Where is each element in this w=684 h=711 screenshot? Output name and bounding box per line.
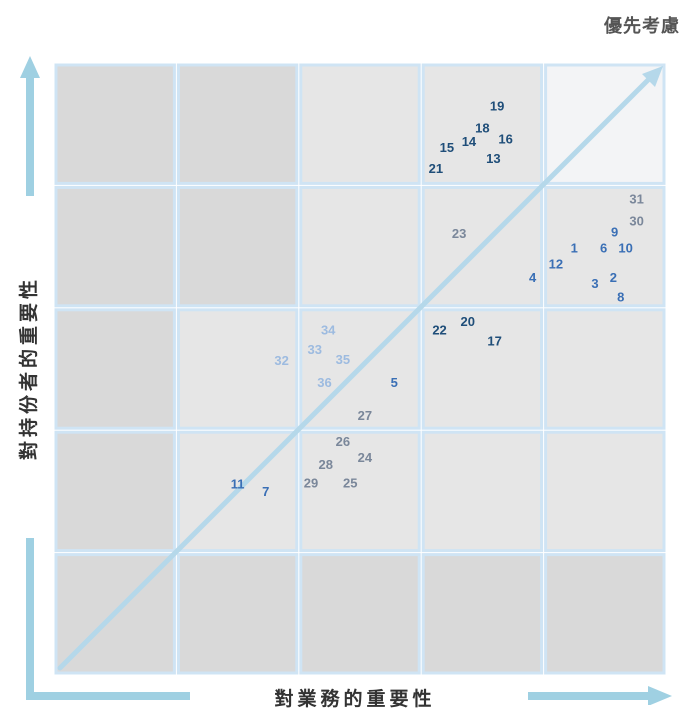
diagonal-arrowhead [642, 66, 663, 87]
topic-point: 19 [490, 99, 504, 114]
topic-point: 28 [318, 457, 332, 472]
topic-point: 6 [600, 240, 607, 255]
grid-cell [54, 185, 176, 308]
grid-cell [421, 430, 544, 553]
topic-point: 24 [358, 450, 373, 465]
x-axis-arrow-shaft [528, 692, 650, 700]
topic-point: 36 [317, 375, 331, 390]
y-axis-lower-segment [26, 538, 34, 698]
topic-point: 7 [262, 484, 269, 499]
topic-point: 20 [460, 314, 474, 329]
topic-point: 31 [629, 192, 643, 207]
topic-point: 22 [432, 322, 446, 337]
grid-cell [54, 308, 176, 430]
topic-point: 23 [452, 226, 466, 241]
grid-cell [299, 63, 421, 185]
x-axis-arrowhead [648, 686, 672, 705]
topic-point: 30 [629, 214, 643, 229]
grid-cell [421, 553, 544, 675]
topic-point: 10 [618, 240, 632, 255]
topic-point: 29 [304, 475, 318, 490]
topic-point: 26 [336, 434, 350, 449]
grid-cell [176, 553, 299, 675]
topic-point: 21 [429, 161, 443, 176]
grid-cell [176, 63, 299, 185]
topic-point: 34 [321, 322, 336, 337]
axis-arrows [20, 56, 672, 705]
grid-cell [299, 553, 421, 675]
topic-point: 33 [307, 342, 321, 357]
grid-cell [421, 308, 544, 430]
topic-point: 12 [549, 256, 563, 271]
topic-point: 9 [611, 225, 618, 240]
topic-point: 14 [462, 134, 477, 149]
topic-point: 1 [571, 240, 578, 255]
topic-point: 4 [529, 270, 537, 285]
topic-point: 18 [475, 121, 489, 136]
grid-cell [176, 308, 299, 430]
priority-diagonal [57, 66, 663, 671]
grid-cell [421, 63, 544, 185]
topic-point: 2 [610, 270, 617, 285]
y-axis-title: 對持份者的重要性 [19, 276, 40, 461]
topic-point: 13 [486, 151, 500, 166]
priority-label: 優先考慮 [604, 16, 680, 36]
topic-point: 8 [617, 289, 624, 304]
topic-point: 27 [358, 408, 372, 423]
grid-cell [544, 308, 666, 430]
topic-point: 11 [231, 477, 245, 492]
x-axis-lower-segment [26, 692, 190, 700]
topic-point: 35 [336, 352, 350, 367]
grid-cell [54, 430, 176, 553]
y-axis-arrowhead [20, 56, 40, 78]
topic-point: 17 [487, 334, 501, 349]
topic-point: 5 [391, 375, 398, 390]
grid-cell [176, 185, 299, 308]
topic-point: 32 [274, 353, 288, 368]
grid-cell [544, 185, 666, 308]
grid-cell [299, 430, 421, 553]
topic-point: 3 [591, 276, 598, 291]
grid-cell [54, 63, 176, 185]
grid-cell [544, 430, 666, 553]
diagonal-arrow-line [57, 73, 655, 671]
topic-point: 25 [343, 475, 357, 490]
grid-cell [299, 185, 421, 308]
topic-point: 16 [498, 132, 512, 147]
y-axis-arrow-shaft [26, 76, 34, 196]
x-axis-title: 對業務的重要性 [274, 689, 436, 710]
grid-cell [544, 553, 666, 675]
topic-point: 15 [440, 140, 454, 155]
